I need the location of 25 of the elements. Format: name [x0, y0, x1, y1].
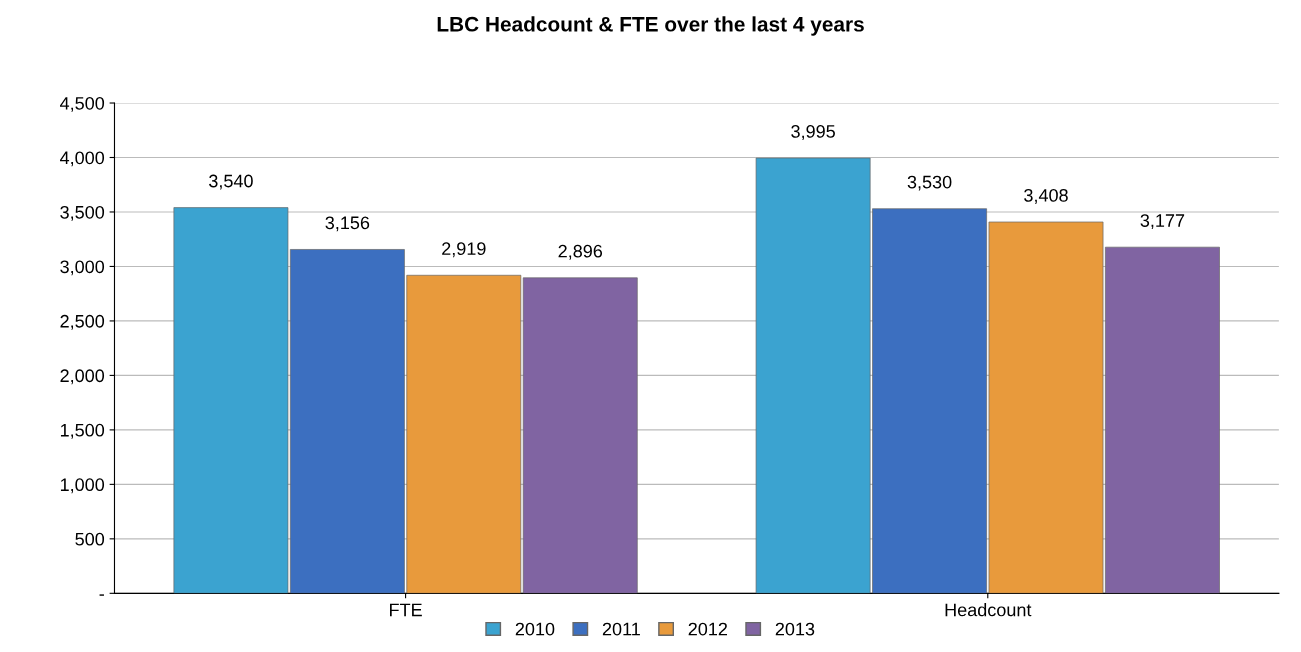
y-tick-label: -: [99, 594, 104, 596]
chart-title: LBC Headcount & FTE over the last 4 years: [437, 16, 864, 36]
legend-label: 2011: [602, 622, 640, 636]
y-tick-label: 4,000: [60, 151, 105, 167]
data-label: 2,919: [442, 242, 486, 258]
data-label: 3,177: [1140, 214, 1185, 230]
legend-label: 2010: [515, 622, 555, 636]
x-tick-label: Headcount: [945, 603, 1032, 617]
data-label: 3,408: [1024, 188, 1068, 204]
legend-label: 2012: [688, 622, 728, 636]
data-label: 3,156: [325, 216, 370, 232]
y-tick-label: 1,500: [60, 423, 105, 439]
y-tick-label: 1,000: [60, 478, 105, 494]
data-label: 3,540: [209, 174, 253, 190]
y-tick-label: 2,000: [60, 369, 105, 385]
y-tick-label: 2,500: [60, 314, 105, 330]
data-label: 2,896: [558, 244, 603, 260]
y-tick-label: 4,500: [60, 96, 105, 112]
data-label: 3,995: [791, 125, 835, 140]
x-tick-label: FTE: [390, 603, 422, 617]
legend-label: 2013: [775, 622, 815, 636]
y-tick-label: 3,000: [60, 260, 105, 276]
y-tick-label: 3,500: [60, 205, 105, 221]
data-label: 3,530: [907, 175, 952, 191]
y-tick-label: 500: [75, 532, 105, 546]
